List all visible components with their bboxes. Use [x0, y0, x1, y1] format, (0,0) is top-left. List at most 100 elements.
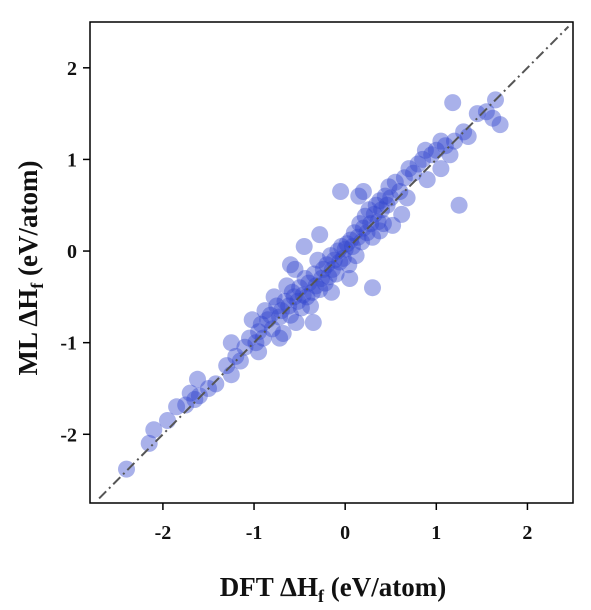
- data-point: [222, 366, 240, 384]
- data-point: [268, 297, 286, 315]
- data-point: [263, 320, 281, 338]
- data-point: [341, 270, 359, 287]
- data-point: [252, 315, 270, 333]
- data-point: [280, 297, 298, 315]
- data-point: [338, 235, 356, 253]
- data-point: [358, 224, 376, 242]
- data-point: [369, 213, 387, 231]
- data-point: [409, 155, 427, 173]
- y-tick-label: 1: [67, 149, 77, 171]
- data-point: [256, 302, 274, 320]
- data-point: [371, 192, 389, 210]
- data-point: [305, 265, 323, 283]
- data-point: [484, 109, 502, 127]
- data-point: [441, 146, 459, 164]
- data-point: [227, 347, 245, 365]
- data-point: [222, 334, 240, 352]
- data-point: [423, 146, 441, 164]
- data-point: [364, 228, 381, 246]
- data-point: [254, 329, 272, 347]
- data-point: [360, 201, 378, 219]
- data-point: [432, 160, 450, 178]
- data-point: [302, 297, 319, 315]
- data-point: [285, 288, 303, 306]
- y-tick-label: 2: [67, 58, 77, 80]
- data-point: [380, 178, 398, 196]
- data-point: [344, 238, 361, 255]
- data-point: [316, 274, 334, 292]
- data-point: [391, 183, 409, 200]
- data-point: [325, 251, 343, 269]
- x-tick-label: 0: [340, 522, 350, 544]
- data-point: [405, 164, 422, 182]
- data-point: [362, 215, 380, 233]
- data-point: [181, 384, 199, 402]
- y-tick-label: -2: [60, 424, 77, 446]
- data-point: [354, 219, 372, 237]
- data-point: [296, 270, 314, 287]
- data-point: [393, 205, 411, 223]
- data-point: [278, 277, 296, 295]
- data-point: [294, 286, 312, 304]
- data-point: [350, 187, 368, 205]
- data-point: [274, 325, 292, 342]
- data-point: [118, 460, 135, 478]
- data-point: [250, 323, 268, 341]
- y-tick-label: -1: [60, 333, 77, 355]
- data-point: [307, 277, 325, 295]
- data-point: [295, 238, 313, 255]
- data-point: [303, 283, 321, 301]
- data-point: [374, 215, 392, 233]
- data-point: [436, 137, 454, 155]
- data-point: [261, 306, 279, 324]
- data-point: [140, 434, 158, 452]
- plot-frame: [89, 21, 574, 504]
- data-point: [491, 116, 509, 134]
- data-point: [291, 279, 309, 297]
- x-tick-label: -1: [246, 522, 263, 544]
- data-point: [276, 292, 294, 310]
- data-point: [282, 256, 299, 274]
- data-point: [320, 268, 338, 286]
- data-point: [450, 196, 468, 214]
- data-point: [190, 387, 208, 405]
- x-tick-label: 1: [431, 522, 441, 544]
- data-point: [283, 283, 301, 301]
- data-point: [327, 265, 345, 283]
- data-point: [250, 343, 268, 361]
- data-point: [376, 187, 394, 205]
- data-point: [414, 150, 432, 168]
- data-point: [400, 160, 418, 178]
- data-points: [118, 91, 509, 478]
- data-point: [334, 249, 352, 267]
- data-point: [340, 256, 358, 274]
- data-point: [286, 260, 304, 278]
- data-point: [371, 222, 389, 240]
- data-point: [444, 94, 462, 112]
- data-point: [378, 196, 396, 214]
- data-point: [313, 270, 330, 287]
- data-point: [241, 329, 258, 347]
- data-point: [373, 201, 391, 219]
- data-point: [356, 207, 374, 225]
- data-point: [342, 231, 360, 249]
- data-point: [311, 226, 329, 244]
- data-point: [384, 216, 402, 234]
- x-tick-label: -2: [155, 522, 172, 544]
- data-point: [186, 391, 204, 408]
- data-point: [354, 183, 372, 200]
- data-point: [336, 240, 354, 258]
- identity-reference-line: [98, 25, 570, 500]
- data-point: [332, 183, 350, 200]
- data-point: [386, 173, 404, 191]
- data-point: [145, 421, 163, 439]
- data-point: [323, 283, 340, 301]
- x-tick-label: 2: [522, 522, 532, 544]
- data-point: [177, 396, 195, 414]
- data-point: [236, 338, 254, 356]
- data-point: [398, 189, 416, 207]
- data-point: [416, 141, 434, 159]
- data-point: [323, 260, 341, 278]
- data-point: [331, 253, 349, 271]
